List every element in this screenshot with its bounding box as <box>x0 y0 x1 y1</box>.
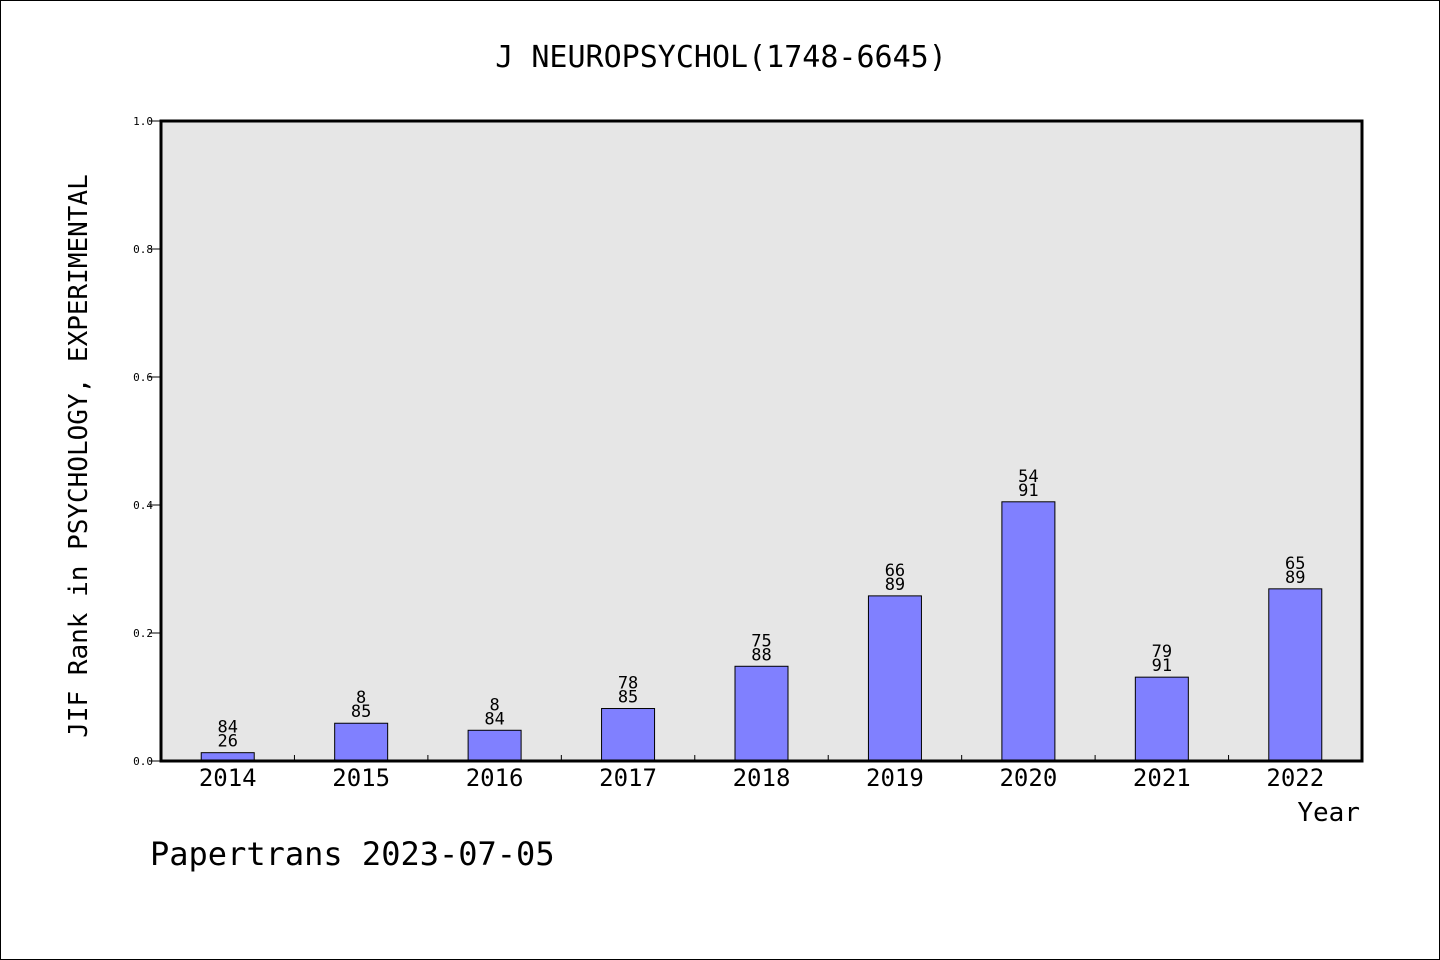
data-label-top: 65 <box>1285 554 1305 574</box>
data-label-bottom: 91 <box>1018 481 1038 501</box>
y-tick-label: 0.2 <box>133 627 153 640</box>
bar <box>1134 676 1189 762</box>
footer-credit: Papertrans 2023-07-05 <box>150 835 555 873</box>
data-label-bottom: 84 <box>484 709 504 729</box>
data-label-bottom: 85 <box>351 702 371 722</box>
data-label-bottom: 88 <box>751 645 771 665</box>
x-tick-label: 2017 <box>599 764 657 792</box>
y-axis-ticks: 0.0 0.2 0.4 0.6 0.8 1.0 <box>133 115 161 768</box>
y-tick-label: 0.8 <box>133 243 153 256</box>
data-label-top: 75 <box>751 631 771 651</box>
plot-frame <box>159 119 1364 763</box>
data-label-top: 8 <box>489 695 499 715</box>
x-tick-label: 2018 <box>733 764 791 792</box>
y-tick-label: 1.0 <box>133 115 153 128</box>
data-label-bottom: 91 <box>1152 656 1172 676</box>
x-tick-label: 2022 <box>1266 764 1324 792</box>
x-tick-label: 2020 <box>999 764 1057 792</box>
bar <box>734 665 789 762</box>
data-label-top: 78 <box>618 674 638 694</box>
x-tick-label: 2015 <box>332 764 390 792</box>
data-label-top: 8 <box>356 688 366 708</box>
chart-title: J NEUROPSYCHOL(1748-6645) <box>495 40 947 75</box>
y-axis-label: JIF Rank in PSYCHOLOGY, EXPERIMENTAL <box>64 174 94 738</box>
data-label-top: 84 <box>217 718 237 738</box>
data-label-bottom: 26 <box>217 732 237 752</box>
bars-group <box>200 501 1323 762</box>
y-tick-label: 0.0 <box>133 755 153 768</box>
y-tick-label: 0.6 <box>133 371 153 384</box>
data-label-bottom: 89 <box>1285 568 1305 588</box>
x-tick-label: 2019 <box>866 764 924 792</box>
bar <box>867 595 922 762</box>
x-tick-label: 2021 <box>1133 764 1191 792</box>
x-tick-label: 2014 <box>199 764 257 792</box>
x-axis-label: Year <box>1297 798 1360 828</box>
plot-area <box>161 121 1362 761</box>
bar <box>467 729 522 762</box>
bar <box>334 722 389 762</box>
data-label-bottom: 85 <box>618 688 638 708</box>
data-label-top: 79 <box>1152 642 1172 662</box>
data-label-top: 54 <box>1018 467 1038 487</box>
bar <box>1268 588 1323 762</box>
data-label-bottom: 89 <box>885 575 905 595</box>
data-label-top: 66 <box>885 561 905 581</box>
bar <box>1001 501 1056 762</box>
y-tick-label: 0.4 <box>133 499 153 512</box>
x-tick-label: 2016 <box>466 764 524 792</box>
x-axis-ticks: 2014 2015 2016 2017 2018 2019 2020 2021 2022 <box>199 755 1324 792</box>
bar <box>601 708 656 762</box>
